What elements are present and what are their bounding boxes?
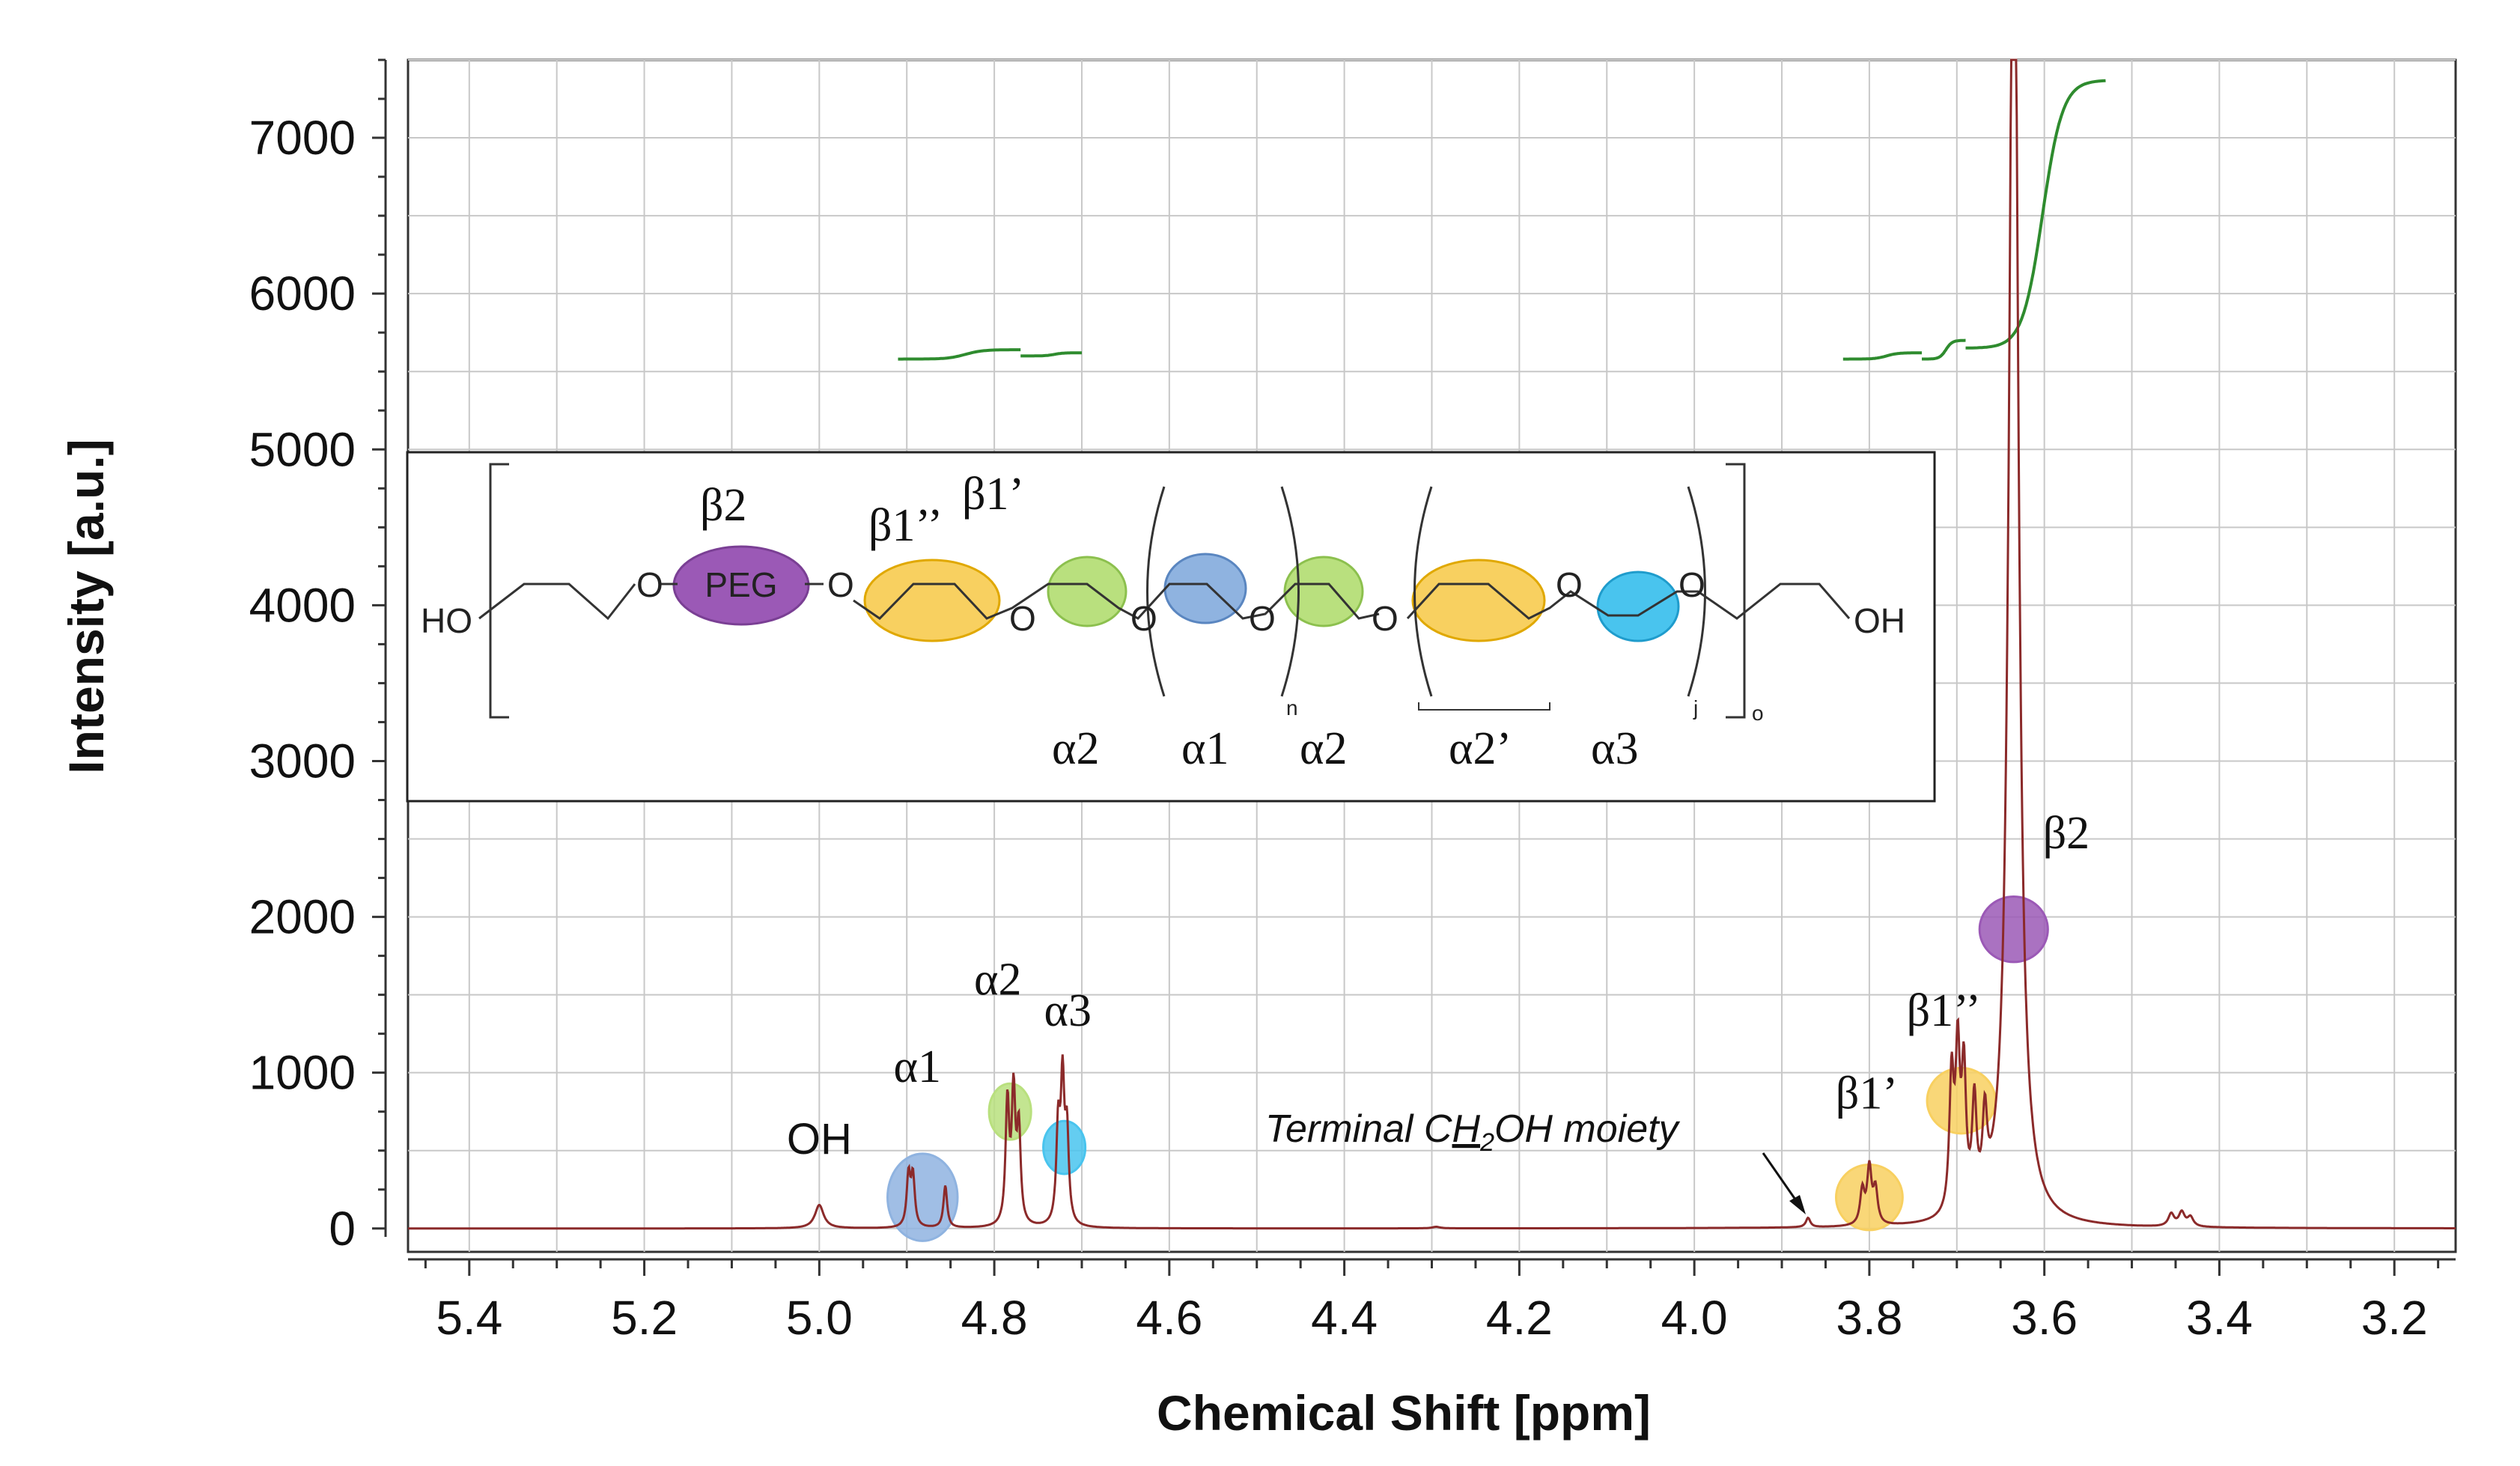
subscript-j: j bbox=[1693, 696, 1698, 720]
structure-label-beta1p: β1’ bbox=[962, 469, 1024, 520]
x-tick-label: 4.0 bbox=[1661, 1291, 1728, 1345]
integral-curve bbox=[1922, 338, 1966, 361]
annotation-arrow bbox=[1762, 1152, 1802, 1208]
integral-curves bbox=[898, 79, 2106, 361]
structure-label-alpha3: α3 bbox=[1591, 723, 1638, 774]
y-tick-label: 2000 bbox=[249, 890, 356, 944]
y-axis-title: Intensity [a.u.] bbox=[58, 439, 114, 773]
alpha2-ellipse-b bbox=[1283, 556, 1364, 627]
x-tick-label: 3.8 bbox=[1836, 1291, 1902, 1345]
peak-label: β1’ bbox=[1836, 1068, 1898, 1119]
subscript-o: o bbox=[1752, 702, 1764, 725]
ho-left-label: HO bbox=[421, 601, 472, 640]
x-tick-label: 5.4 bbox=[436, 1291, 502, 1345]
paren-n-right bbox=[1280, 486, 1300, 697]
alpha2p-ellipse bbox=[1411, 559, 1546, 642]
oxygen-4: O bbox=[1130, 599, 1157, 638]
alpha2p-brace bbox=[1418, 702, 1550, 711]
oxygen-7: O bbox=[1556, 565, 1583, 604]
y-tick-label: 7000 bbox=[249, 111, 356, 165]
y-tick-label: 0 bbox=[329, 1202, 356, 1256]
highlight-beta1p bbox=[1834, 1163, 1904, 1232]
beta1-ellipse bbox=[863, 559, 1001, 642]
x-tick-label: 4.2 bbox=[1486, 1291, 1553, 1345]
highlight-alpha3 bbox=[1042, 1119, 1087, 1175]
y-tick-label: 4000 bbox=[249, 578, 356, 632]
oxygen-3: O bbox=[1009, 599, 1036, 638]
structure-label-beta1pp: β1’’ bbox=[868, 500, 943, 551]
alpha3-ellipse bbox=[1596, 571, 1680, 642]
x-tick-label: 3.2 bbox=[2361, 1291, 2428, 1345]
terminal-ch2oh-annotation: Terminal CH2OH moiety bbox=[1265, 1107, 1806, 1214]
paren-j-left bbox=[1413, 486, 1433, 697]
paren-j-right bbox=[1687, 486, 1706, 697]
highlight-beta2 bbox=[1978, 895, 2049, 964]
peg-ellipse bbox=[672, 545, 810, 626]
y-tick-label: 1000 bbox=[249, 1046, 356, 1100]
y-tick-label: 5000 bbox=[249, 422, 356, 476]
x-tick-label: 4.6 bbox=[1136, 1291, 1202, 1345]
integral-curve bbox=[898, 348, 1021, 361]
structure-label-alpha2p: α2’ bbox=[1449, 723, 1512, 774]
peak-label: β2 bbox=[2043, 808, 2090, 859]
structure-frame bbox=[406, 451, 1936, 803]
x-tick-label: 4.4 bbox=[1311, 1291, 1378, 1345]
spectrum-trace bbox=[408, 58, 2456, 1230]
chain-left-bonds bbox=[478, 583, 636, 621]
alpha1-ellipse bbox=[1163, 553, 1247, 624]
y-tick-label: 3000 bbox=[249, 734, 356, 788]
x-tick-label: 3.4 bbox=[2186, 1291, 2253, 1345]
oxygen-8: O bbox=[1679, 565, 1705, 604]
structure-label-alpha1: α1 bbox=[1181, 723, 1229, 774]
peak-labels: OH α1 α2 α3 β1’β1’’ β2 bbox=[787, 808, 2090, 1164]
peak-label: OH bbox=[787, 1115, 852, 1164]
structure-label-alpha2-b: α2 bbox=[1300, 723, 1347, 774]
integral-curve bbox=[1965, 79, 2106, 350]
peak-label: α1 bbox=[894, 1041, 941, 1092]
annotation-arrowhead bbox=[1789, 1195, 1806, 1214]
annotation-subscript: 2 bbox=[1479, 1128, 1494, 1157]
oh-right-label: OH bbox=[1854, 601, 1905, 640]
x-tick-label: 3.6 bbox=[2011, 1291, 2078, 1345]
x-tick-label: 4.8 bbox=[961, 1291, 1028, 1345]
oxygen-5: O bbox=[1249, 599, 1276, 638]
peak-label: α2 bbox=[974, 955, 1021, 1006]
annotation-h: H bbox=[1452, 1107, 1481, 1151]
alpha2-ellipse-a bbox=[1047, 556, 1127, 627]
peak-label: α3 bbox=[1044, 985, 1092, 1036]
paren-n-left bbox=[1146, 486, 1166, 697]
chain-right-bonds bbox=[1406, 583, 1851, 620]
subscript-n: n bbox=[1286, 696, 1298, 720]
oxygen-2: O bbox=[827, 565, 854, 604]
spectrum bbox=[408, 58, 2456, 1230]
chain-mid-bonds bbox=[853, 583, 1380, 620]
oxygen-1: O bbox=[636, 565, 663, 604]
integral-curve bbox=[1020, 351, 1082, 358]
annotation-text: Terminal CH2OH moiety bbox=[1265, 1107, 1681, 1157]
x-axis-title: Chemical Shift [ppm] bbox=[1157, 1385, 1651, 1441]
peg-label: PEG bbox=[704, 565, 777, 604]
oxygen-6: O bbox=[1372, 599, 1399, 638]
x-tick-label: 5.2 bbox=[611, 1291, 678, 1345]
chemical-structure-inset: HO OH PEG O O O O O O O O n j o β2 β1’’ … bbox=[406, 451, 1936, 803]
outer-bracket-left bbox=[489, 463, 509, 719]
structure-label-alpha2-a: α2 bbox=[1052, 723, 1099, 774]
structure-label-beta2: β2 bbox=[700, 480, 747, 531]
peak-label: β1’’ bbox=[1907, 985, 1981, 1036]
x-tick-label: 5.0 bbox=[786, 1291, 853, 1345]
outer-bracket-right bbox=[1726, 463, 1746, 719]
integral-curve bbox=[1842, 351, 1922, 361]
y-tick-label: 6000 bbox=[249, 267, 356, 320]
axes: 0 1000 2000 3000 4000 5000 6000 7000 5.4 5.2 5.0 4.… bbox=[249, 58, 2456, 1345]
